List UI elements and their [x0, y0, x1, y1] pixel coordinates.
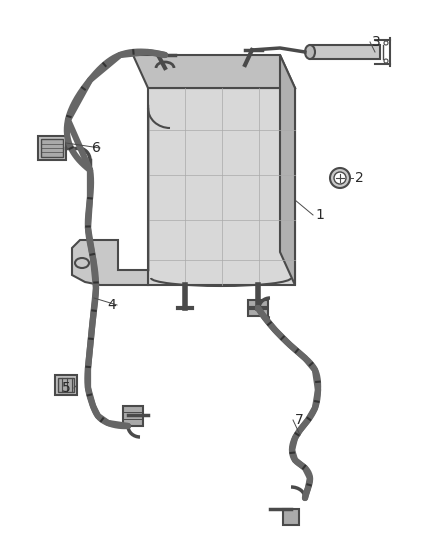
Text: 4: 4	[107, 298, 116, 312]
Circle shape	[384, 59, 388, 63]
Text: 3: 3	[372, 35, 381, 49]
Bar	[41, 139, 63, 157]
Polygon shape	[280, 55, 295, 285]
Circle shape	[330, 168, 350, 188]
Ellipse shape	[305, 45, 315, 59]
Text: 5: 5	[62, 381, 71, 395]
Circle shape	[334, 172, 346, 184]
Bar	[123, 406, 143, 426]
Bar	[248, 300, 268, 316]
Text: 1: 1	[315, 208, 324, 222]
Bar	[310, 45, 380, 59]
Polygon shape	[72, 240, 148, 285]
Polygon shape	[148, 88, 295, 285]
Bar	[55, 375, 77, 395]
Text: 6: 6	[92, 141, 101, 155]
Circle shape	[384, 41, 388, 45]
Bar	[283, 509, 299, 525]
Bar	[38, 136, 66, 160]
Bar	[58, 378, 74, 392]
Text: 7: 7	[295, 413, 304, 427]
Polygon shape	[133, 55, 295, 88]
Text: 2: 2	[355, 171, 364, 185]
